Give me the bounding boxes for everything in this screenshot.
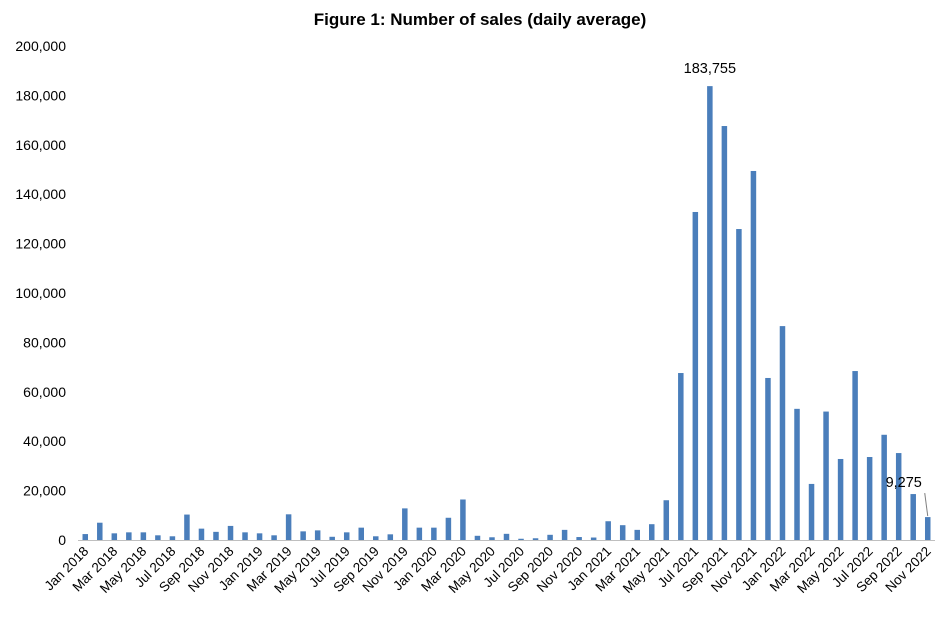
bar xyxy=(736,229,742,540)
y-tick-label: 200,000 xyxy=(15,38,66,54)
bar xyxy=(343,532,350,540)
bar xyxy=(881,434,887,540)
bar xyxy=(634,529,640,540)
chart-title: Figure 1: Number of sales (daily average… xyxy=(314,10,647,29)
bar xyxy=(300,531,306,540)
bar xyxy=(779,326,786,540)
bar xyxy=(227,525,234,540)
bar xyxy=(97,522,103,540)
bar xyxy=(590,537,597,540)
bar xyxy=(402,508,408,540)
y-tick-label: 60,000 xyxy=(23,384,66,400)
bar xyxy=(431,527,437,540)
bar xyxy=(866,457,873,540)
bar xyxy=(445,517,452,540)
y-tick-label: 80,000 xyxy=(23,334,66,350)
bar xyxy=(605,521,611,540)
bar xyxy=(126,532,132,540)
bar xyxy=(329,536,335,540)
y-tick-label: 180,000 xyxy=(15,87,66,103)
bar xyxy=(692,211,699,541)
y-tick-label: 140,000 xyxy=(15,186,66,202)
y-tick-label: 100,000 xyxy=(15,285,66,301)
bar xyxy=(460,499,466,540)
bar xyxy=(765,377,771,540)
bar xyxy=(532,538,539,540)
y-axis: 0 20,000 40,000 60,000 80,000 100,000 120,000 1… xyxy=(15,38,66,548)
y-tick-label: 0 xyxy=(58,532,66,548)
bar xyxy=(82,534,89,540)
bar xyxy=(895,453,902,540)
bar xyxy=(518,538,524,540)
bar xyxy=(314,530,321,540)
bar xyxy=(503,533,510,540)
bar xyxy=(576,537,582,540)
bars xyxy=(82,86,931,541)
bar xyxy=(213,531,219,540)
bar xyxy=(794,408,800,540)
bar xyxy=(707,86,713,540)
data-label: 9,275 xyxy=(886,475,922,491)
bar xyxy=(721,126,728,540)
bar xyxy=(910,494,916,540)
bar xyxy=(184,514,190,540)
bar xyxy=(750,170,757,541)
bar xyxy=(242,532,248,540)
bar xyxy=(387,534,394,540)
bar xyxy=(823,411,829,540)
data-label: 183,755 xyxy=(684,61,736,77)
bar xyxy=(489,537,495,540)
y-tick-label: 40,000 xyxy=(23,433,66,449)
bar xyxy=(547,534,553,540)
bar xyxy=(155,535,161,540)
y-tick-label: 120,000 xyxy=(15,236,66,252)
bar xyxy=(169,536,176,540)
bar xyxy=(474,535,481,540)
annotations: 183,755 9,275 xyxy=(684,61,929,517)
bar xyxy=(808,483,815,540)
bar xyxy=(111,533,118,540)
y-tick-label: 160,000 xyxy=(15,137,66,153)
leader-line xyxy=(924,493,929,517)
bar xyxy=(198,528,205,540)
bar xyxy=(416,527,423,540)
y-tick-label: 20,000 xyxy=(23,483,66,499)
bar xyxy=(561,529,568,540)
bar xyxy=(285,514,292,540)
bar xyxy=(271,535,277,540)
bar xyxy=(837,458,844,540)
bar xyxy=(373,536,379,540)
bar xyxy=(852,371,858,540)
bar xyxy=(663,500,670,540)
bar xyxy=(619,525,626,540)
bar xyxy=(140,532,147,540)
bar xyxy=(678,373,684,540)
bar xyxy=(256,533,263,540)
bar xyxy=(924,517,931,540)
bar xyxy=(649,524,655,540)
bar xyxy=(358,527,364,540)
